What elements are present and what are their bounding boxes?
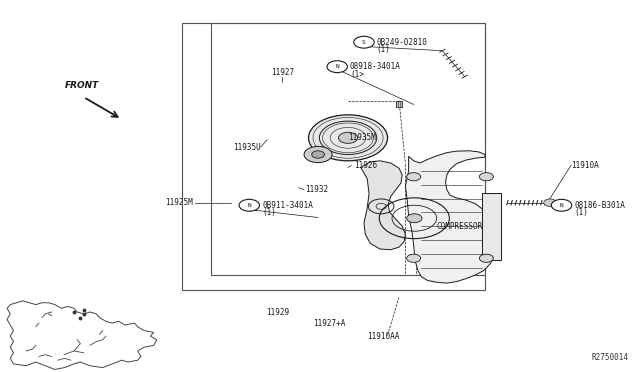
Text: COMPRESSOR: COMPRESSOR — [436, 222, 483, 231]
Text: 11932: 11932 — [305, 185, 328, 194]
Text: R2750014: R2750014 — [591, 353, 628, 362]
Text: (1): (1) — [574, 208, 588, 217]
Text: FRONT: FRONT — [65, 81, 99, 90]
Circle shape — [551, 199, 572, 211]
Circle shape — [406, 254, 420, 262]
Circle shape — [339, 132, 358, 143]
Text: (1): (1) — [262, 208, 276, 217]
Circle shape — [239, 199, 259, 211]
Circle shape — [308, 115, 388, 161]
Text: 11927: 11927 — [271, 68, 294, 77]
Text: N: N — [335, 64, 339, 69]
Circle shape — [406, 214, 422, 223]
Text: 11927+A: 11927+A — [313, 319, 346, 328]
Bar — [182, 23, 485, 290]
Text: 11935U: 11935U — [234, 142, 261, 151]
Circle shape — [479, 173, 493, 181]
Text: 11910A: 11910A — [571, 161, 599, 170]
Bar — [482, 193, 501, 260]
Text: S: S — [362, 40, 366, 45]
Circle shape — [312, 151, 324, 158]
Text: 08918-3401A: 08918-3401A — [350, 62, 401, 71]
Polygon shape — [361, 161, 405, 250]
Text: (1>: (1> — [350, 70, 364, 78]
Circle shape — [354, 36, 374, 48]
Text: 11935M: 11935M — [348, 133, 376, 142]
Text: 11925M: 11925M — [165, 198, 193, 207]
Text: 11910AA: 11910AA — [367, 331, 399, 341]
Text: N: N — [559, 203, 563, 208]
Text: (1): (1) — [377, 45, 390, 54]
Circle shape — [406, 173, 420, 181]
Text: 0B911-3401A: 0B911-3401A — [262, 201, 313, 210]
Text: 08186-B301A: 08186-B301A — [574, 201, 625, 210]
Polygon shape — [405, 151, 497, 283]
Circle shape — [544, 199, 556, 206]
Text: 11926: 11926 — [354, 161, 377, 170]
Bar — [396, 101, 402, 108]
Bar — [211, 23, 485, 275]
Text: 0B249-02810: 0B249-02810 — [377, 38, 428, 47]
Text: N: N — [248, 203, 251, 208]
Circle shape — [327, 61, 348, 73]
Text: 11929: 11929 — [266, 308, 289, 317]
Circle shape — [304, 146, 332, 163]
Circle shape — [479, 254, 493, 262]
